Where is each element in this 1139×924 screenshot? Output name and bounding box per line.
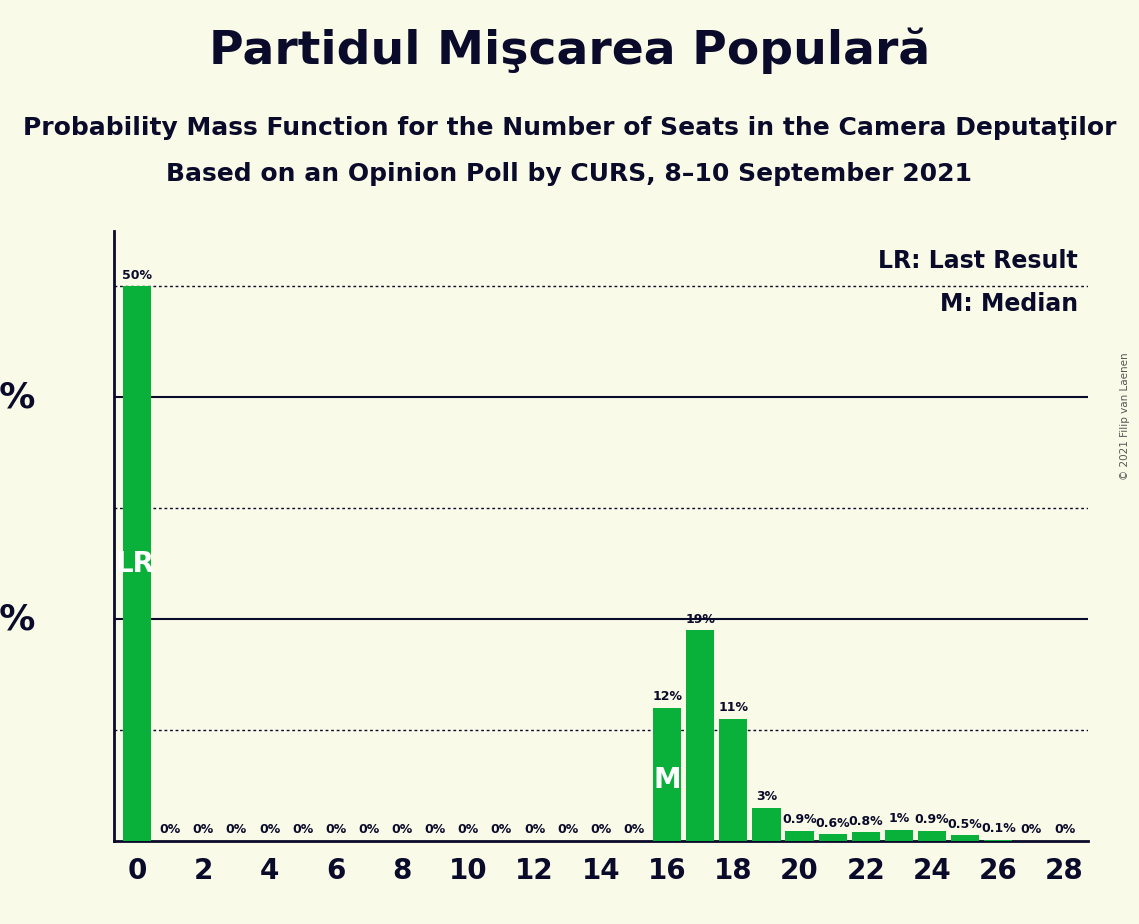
Text: LR: LR bbox=[116, 550, 155, 578]
Text: 0%: 0% bbox=[226, 823, 247, 836]
Text: 0.9%: 0.9% bbox=[782, 813, 817, 826]
Text: 0%: 0% bbox=[1054, 823, 1075, 836]
Bar bbox=[653, 708, 681, 841]
Bar bbox=[852, 832, 880, 841]
Text: 0%: 0% bbox=[425, 823, 445, 836]
Text: 0.9%: 0.9% bbox=[915, 813, 950, 826]
Text: 20%: 20% bbox=[0, 602, 36, 636]
Text: Based on an Opinion Poll by CURS, 8–10 September 2021: Based on an Opinion Poll by CURS, 8–10 S… bbox=[166, 162, 973, 186]
Text: 0%: 0% bbox=[292, 823, 313, 836]
Text: 50%: 50% bbox=[122, 269, 153, 282]
Text: 19%: 19% bbox=[686, 613, 715, 626]
Bar bbox=[819, 834, 846, 841]
Text: 0%: 0% bbox=[326, 823, 346, 836]
Text: Probability Mass Function for the Number of Seats in the Camera Deputaţilor: Probability Mass Function for the Number… bbox=[23, 116, 1116, 140]
Text: M: M bbox=[654, 766, 681, 794]
Text: 0.8%: 0.8% bbox=[849, 815, 883, 828]
Bar bbox=[686, 630, 714, 841]
Bar bbox=[918, 831, 947, 841]
Text: 0%: 0% bbox=[590, 823, 612, 836]
Text: © 2021 Filip van Laenen: © 2021 Filip van Laenen bbox=[1121, 352, 1130, 480]
Text: M: Median: M: Median bbox=[940, 292, 1077, 316]
Text: 0%: 0% bbox=[259, 823, 280, 836]
Text: Partidul Mişcarea Populară: Partidul Mişcarea Populară bbox=[208, 28, 931, 74]
Bar bbox=[984, 840, 1013, 841]
Text: 0%: 0% bbox=[524, 823, 546, 836]
Bar bbox=[719, 719, 747, 841]
Text: 0.1%: 0.1% bbox=[981, 822, 1016, 835]
Text: 3%: 3% bbox=[756, 790, 777, 803]
Text: 0.6%: 0.6% bbox=[816, 817, 850, 830]
Bar bbox=[786, 831, 813, 841]
Text: 0%: 0% bbox=[192, 823, 214, 836]
Text: 0.5%: 0.5% bbox=[948, 818, 983, 831]
Text: 1%: 1% bbox=[888, 812, 910, 825]
Text: 12%: 12% bbox=[652, 690, 682, 703]
Text: 40%: 40% bbox=[0, 381, 36, 414]
Bar bbox=[951, 835, 980, 841]
Bar bbox=[753, 808, 780, 841]
Bar bbox=[885, 830, 913, 841]
Text: 0%: 0% bbox=[359, 823, 379, 836]
Text: 11%: 11% bbox=[719, 701, 748, 714]
Text: 0%: 0% bbox=[557, 823, 579, 836]
Bar bbox=[123, 286, 151, 841]
Text: 0%: 0% bbox=[159, 823, 181, 836]
Text: 0%: 0% bbox=[1021, 823, 1042, 836]
Text: 0%: 0% bbox=[623, 823, 645, 836]
Text: 0%: 0% bbox=[458, 823, 480, 836]
Text: LR: Last Result: LR: Last Result bbox=[878, 249, 1077, 274]
Text: 0%: 0% bbox=[392, 823, 412, 836]
Text: 0%: 0% bbox=[491, 823, 513, 836]
